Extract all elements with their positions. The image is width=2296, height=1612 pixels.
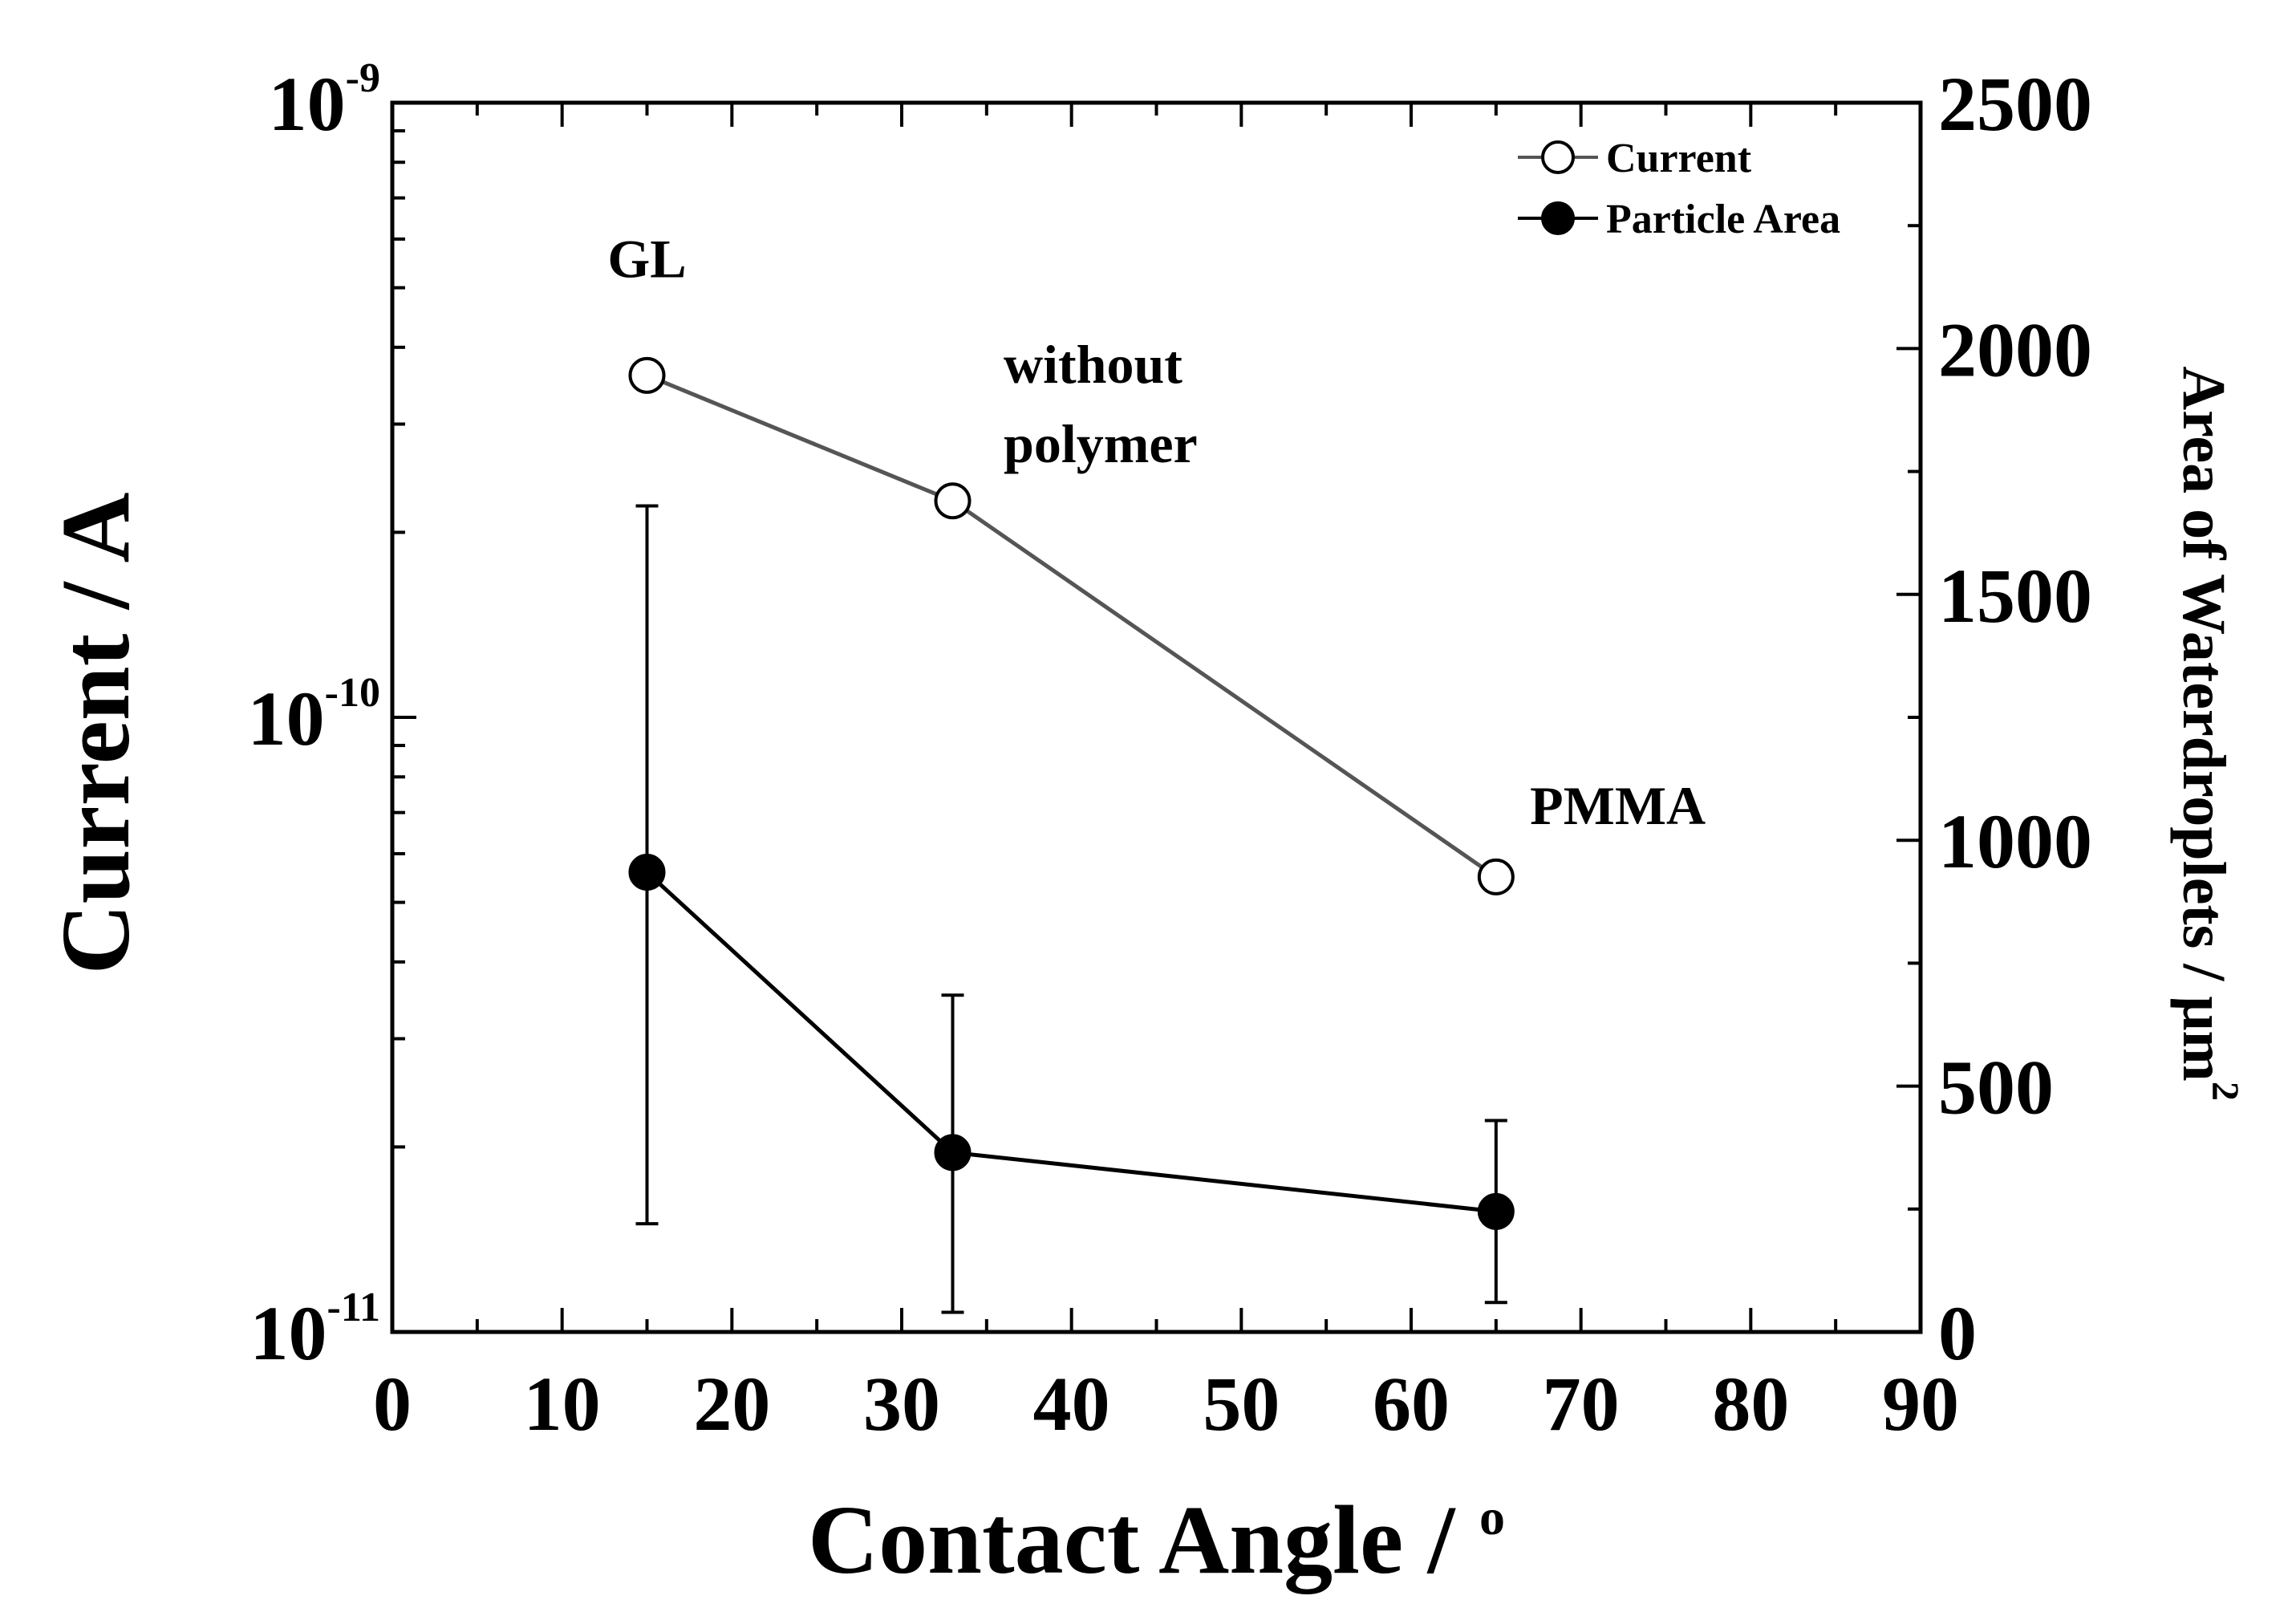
y-left-tick-label: 10-10 — [248, 670, 380, 761]
y-right-tick-label: 500 — [1938, 1045, 2054, 1131]
y-right-tick-label: 1500 — [1938, 553, 2092, 639]
annotations: GL without polymer PMMA — [607, 229, 1706, 837]
x-axis-ticks: 0 10 20 30 40 50 60 70 80 90 — [373, 103, 1959, 1447]
x-tick-label: 80 — [1712, 1361, 1789, 1447]
x-tick-label: 60 — [1373, 1361, 1450, 1447]
annotation-label: without — [1004, 334, 1182, 395]
data-point — [934, 482, 972, 520]
left-y-axis-ticks: 10-11 10-10 10-9 — [248, 55, 416, 1376]
x-tick-label: 40 — [1033, 1361, 1110, 1447]
x-tick-label: 70 — [1543, 1361, 1620, 1447]
legend-marker — [1541, 140, 1575, 174]
legend-label: Current — [1606, 136, 1752, 181]
x-axis-title: Contact Angle / o — [808, 1486, 1505, 1594]
y-right-tick-label: 2500 — [1938, 61, 2092, 147]
data-point — [628, 356, 666, 394]
right-y-axis-ticks: 0 500 1000 1500 2000 2500 — [1896, 61, 2092, 1376]
series-layer — [628, 356, 1515, 1314]
annotation-label: polymer — [1004, 413, 1198, 474]
data-point — [628, 854, 666, 891]
y-left-tick-label: 10-9 — [269, 55, 380, 147]
legend: Current Particle Area — [1518, 136, 1840, 242]
data-point — [934, 1134, 972, 1171]
annotation-label: PMMA — [1530, 775, 1706, 836]
legend-marker — [1541, 201, 1575, 235]
left-y-axis-title: Current / A — [42, 493, 150, 975]
y-right-tick-label: 2000 — [1938, 307, 2092, 392]
right-y-axis-title: Area of Waterdroplets / μm2 — [2170, 366, 2246, 1101]
y-left-tick-label: 10-11 — [250, 1285, 380, 1376]
x-tick-label: 90 — [1882, 1361, 1959, 1447]
data-point — [1477, 1192, 1515, 1230]
series-line — [645, 871, 1497, 1214]
series-particle-area — [628, 504, 1515, 1314]
annotation-label: GL — [607, 229, 686, 290]
legend-label: Particle Area — [1606, 197, 1840, 242]
y-right-tick-label: 0 — [1938, 1290, 1977, 1376]
x-tick-label: 20 — [693, 1361, 770, 1447]
series-current — [628, 356, 1515, 895]
x-tick-label: 50 — [1203, 1361, 1280, 1447]
x-tick-label: 30 — [863, 1361, 940, 1447]
data-point — [1477, 858, 1515, 895]
y-right-tick-label: 1000 — [1938, 798, 2092, 884]
x-tick-label: 0 — [373, 1361, 412, 1447]
x-tick-label: 10 — [524, 1361, 601, 1447]
